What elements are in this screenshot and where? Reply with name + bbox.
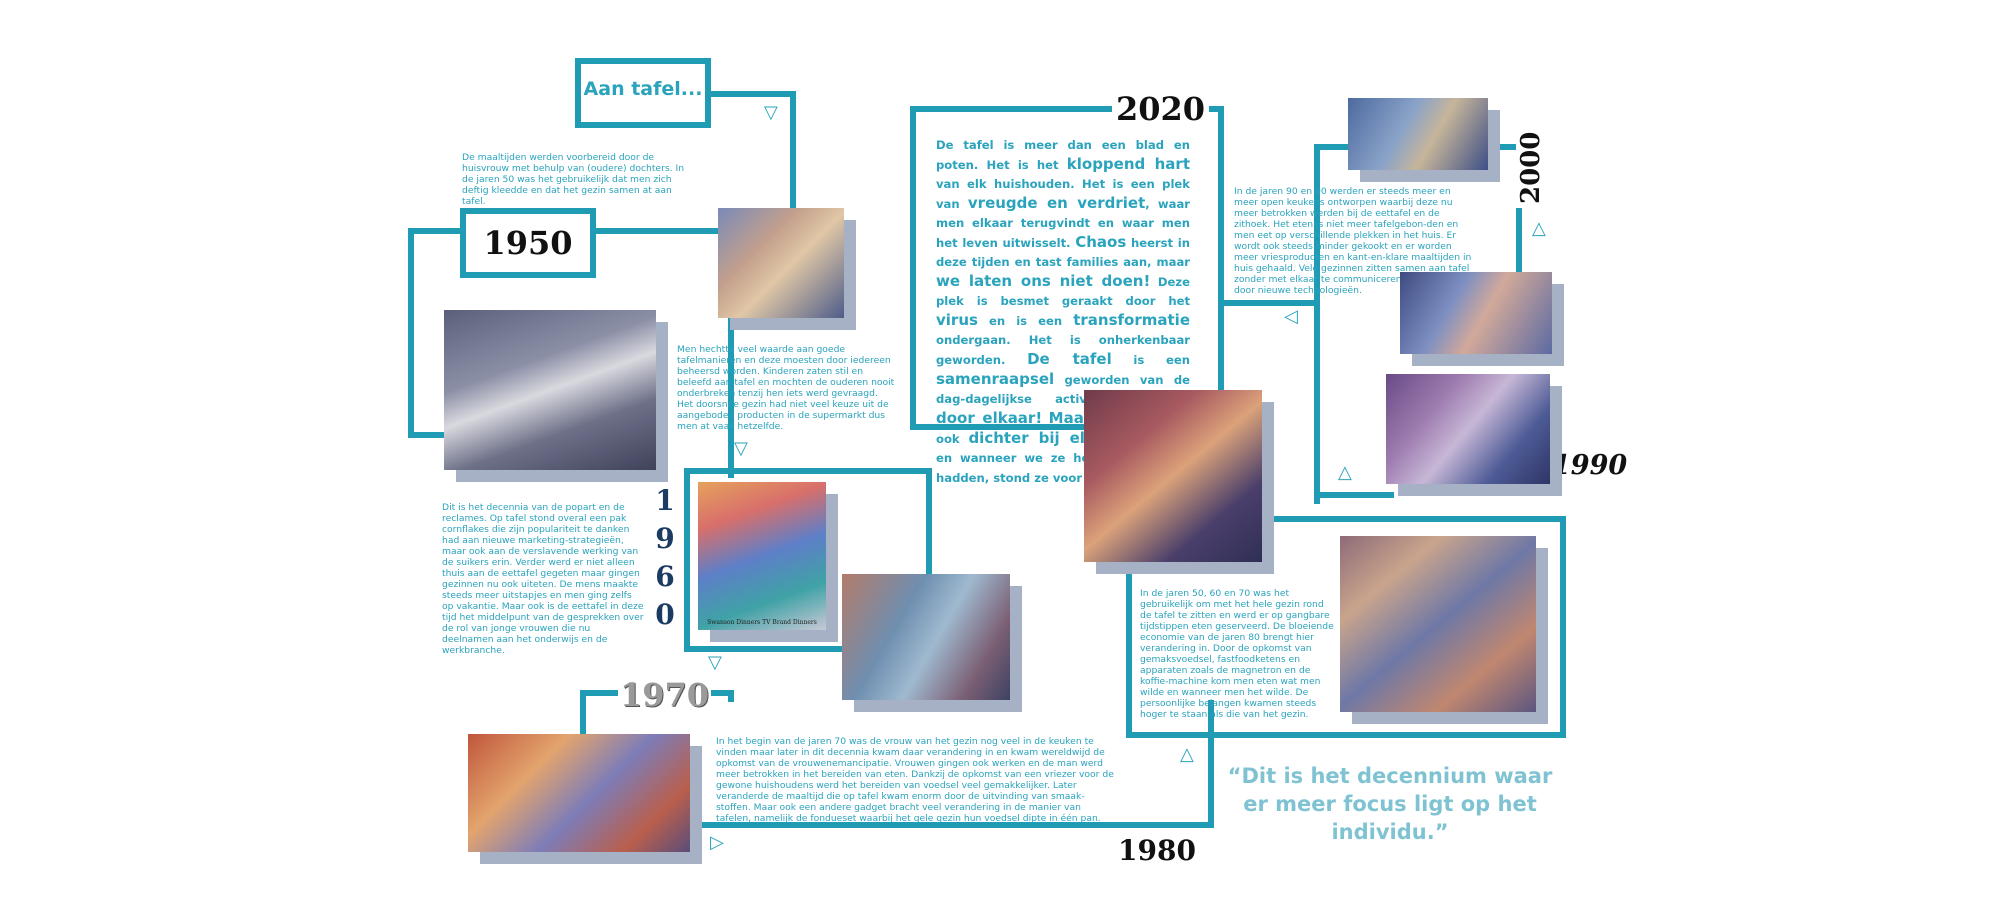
- manners-paragraph: Men hechtte veel waarde aan goede tafelm…: [677, 344, 895, 432]
- feature-text: van elk huishouden. Het is een plek van: [936, 177, 1190, 211]
- timeline-line: [580, 690, 586, 740]
- timeline-line: [1560, 516, 1566, 738]
- section-1960-frame: [684, 468, 932, 652]
- feature-emphasis: samenraapsel: [936, 370, 1055, 388]
- photo-1960-tv-dinner-ad: Swanson Dinners TV Brand Dinners: [698, 482, 838, 642]
- timeline-line: [1314, 492, 1394, 498]
- triangle-down-icon: ▽: [764, 102, 778, 123]
- page-title: Aan tafel...: [583, 78, 703, 100]
- feature-emphasis: Maar: [1048, 409, 1092, 427]
- timeline-line: [790, 91, 796, 217]
- timeline-line: [588, 228, 728, 234]
- feature-2020-box: [910, 106, 1224, 430]
- photo-caption: Swanson Dinners TV Brand Dinners: [707, 619, 817, 626]
- feature-emphasis: vreugde en verdriet: [967, 194, 1146, 212]
- timeline-line: [690, 822, 1214, 828]
- triangle-up-icon: △: [1532, 218, 1546, 239]
- nineties-paragraph: In de jaren 90 en 00 werden er steeds me…: [1234, 186, 1472, 296]
- feature-emphasis: we laten ons niet doen!: [936, 272, 1151, 290]
- feature-emphasis: door elkaar!: [936, 409, 1043, 427]
- photo-1990-family-room: [1386, 374, 1562, 496]
- timeline-line: [1272, 516, 1566, 522]
- timeline-line: [1314, 144, 1320, 504]
- feature-text: is een: [1111, 353, 1190, 367]
- timeline-line: [408, 432, 448, 438]
- title-box: [575, 58, 711, 128]
- seventies-paragraph: In het begin van de jaren 70 was de vrou…: [716, 736, 1114, 824]
- feature-emphasis: transformatie: [1073, 311, 1190, 329]
- feature-text: De tafel is meer dan een blad en poten. …: [936, 138, 1190, 172]
- photo-1990-kitchen: [1400, 272, 1564, 366]
- triangle-right-icon: ▷: [710, 832, 724, 853]
- year-1960: 1960: [652, 482, 678, 634]
- timeline-line: [1314, 144, 1350, 150]
- photo-1970-fondue: [468, 734, 702, 864]
- photo-2000-family-table: [1348, 98, 1500, 182]
- triangle-down-icon: ▽: [708, 652, 722, 673]
- photo-1950-serving: [718, 208, 856, 330]
- timeline-line: [1208, 700, 1214, 828]
- year-1980: 1980: [1118, 834, 1196, 867]
- timeline-line: [728, 315, 734, 478]
- year-1950: 1950: [483, 224, 573, 262]
- timeline-line: [1126, 732, 1566, 738]
- feature-text: en is een: [977, 314, 1074, 328]
- feature-text: ondergaan. Het is onherkenbaar geworden.: [936, 333, 1190, 367]
- feature-emphasis: virus: [936, 311, 978, 329]
- timeline-line: [728, 690, 734, 702]
- feature-emphasis: De tafel: [1027, 350, 1112, 368]
- photo-1980-dinner-party: [1340, 536, 1548, 724]
- triangle-up-icon: △: [1338, 462, 1352, 483]
- year-2020: 2020: [1112, 90, 1210, 128]
- photo-1950-family-dinner: [444, 310, 668, 482]
- triangle-left-icon: ◁: [1284, 306, 1298, 327]
- feature-text: , waar men elkaar terugvindt en waar men…: [936, 197, 1190, 250]
- triangle-up-icon: △: [1180, 744, 1194, 765]
- triangle-down-icon: ▽: [734, 438, 748, 459]
- timeline-line: [1212, 300, 1320, 306]
- feature-text: Deze plek is besmet geraakt door het: [936, 275, 1190, 308]
- feature-emphasis: Chaos: [1075, 233, 1127, 251]
- timeline-line: [708, 91, 796, 97]
- timeline-line: [1126, 560, 1132, 738]
- sixties-paragraph: Dit is het decennia van de popart en de …: [442, 502, 644, 656]
- year-2000: 2000: [1516, 127, 1546, 208]
- feature-emphasis: kloppend hart: [1066, 155, 1191, 173]
- feature-text: heerst in deze tijden en tast families a…: [936, 236, 1190, 269]
- year-1950-box: [460, 208, 596, 278]
- photo-1980-couple: [1084, 390, 1274, 574]
- eighties-paragraph: In de jaren 50, 60 en 70 was het gebruik…: [1140, 588, 1334, 720]
- timeline-line: [1516, 144, 1522, 274]
- year-1990: 1990: [1552, 450, 1628, 481]
- intro-paragraph: De maaltijden werden voorbereid door de …: [462, 152, 685, 207]
- timeline-line: [408, 228, 462, 234]
- photo-1960-party: [842, 574, 1022, 712]
- individual-quote: “Dit is het decennium waar er meer focus…: [1227, 764, 1553, 844]
- year-1970: 1970: [618, 676, 712, 714]
- timeline-line: [408, 228, 414, 438]
- year-1960-digits: 1960: [655, 484, 675, 631]
